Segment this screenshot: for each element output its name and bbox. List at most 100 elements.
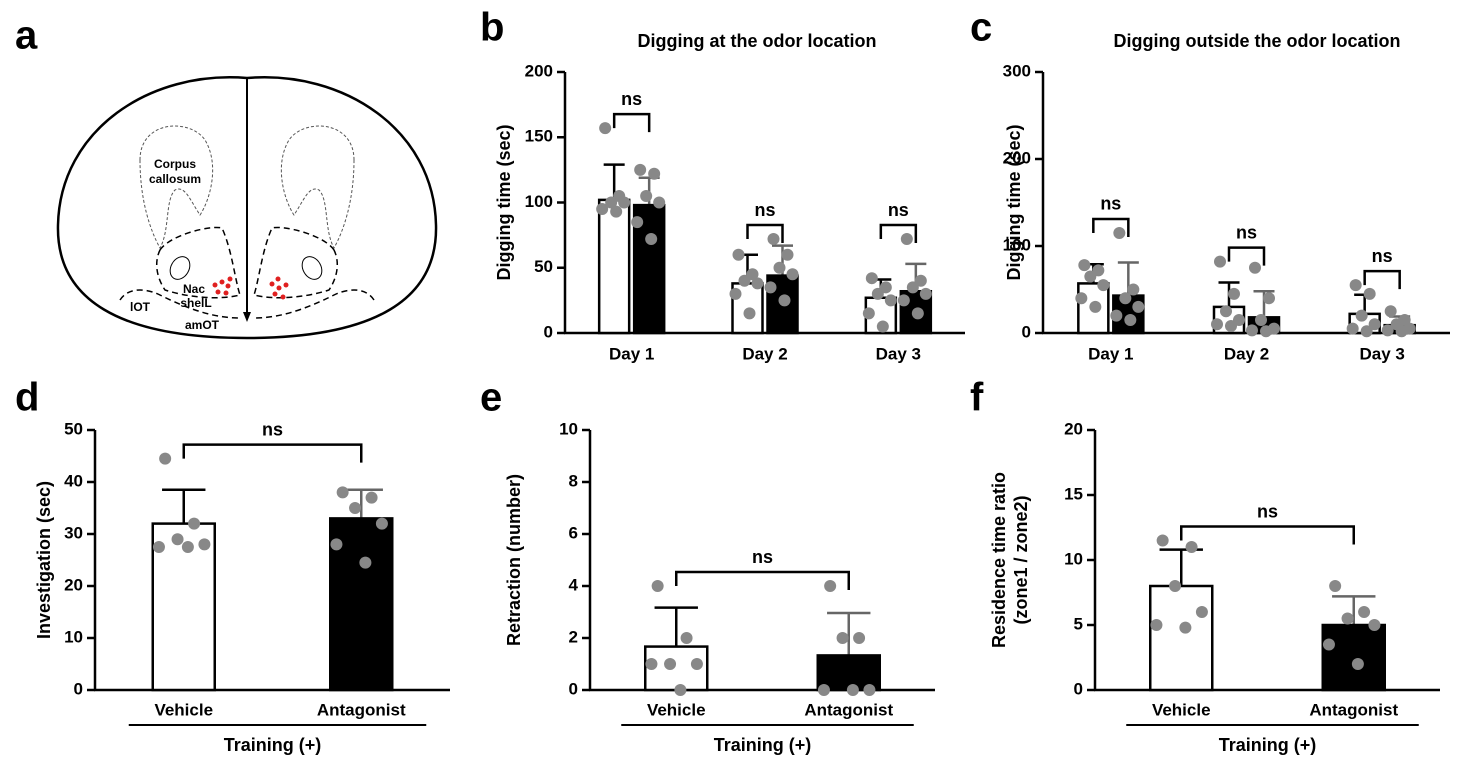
olfactory-tubercle-left	[119, 289, 241, 319]
annotation: ns	[621, 89, 642, 109]
nac-right	[253, 226, 339, 299]
data-point	[1349, 279, 1362, 292]
data-point	[645, 658, 658, 670]
panel-label: e	[480, 376, 502, 420]
label: Corpus	[154, 157, 196, 171]
y-axis-label: Investigation (sec)	[34, 481, 54, 639]
data-point	[1075, 292, 1088, 305]
data-point	[1156, 534, 1169, 547]
data-point	[674, 684, 687, 696]
x-axis-label: Training (+)	[1219, 735, 1317, 755]
significance-bracket	[1227, 246, 1266, 266]
data-point	[764, 281, 777, 294]
panel-label: b	[480, 6, 504, 50]
data-point	[1355, 309, 1368, 322]
injection-sites	[212, 276, 289, 300]
data-point	[171, 533, 184, 546]
panel-d: d Investigation (sec) 0 10 20 30 40 50 Vehicle An…	[15, 376, 450, 755]
olfactory-tubercle-right	[253, 289, 375, 319]
data-point	[336, 486, 349, 499]
significance-bracket	[746, 223, 784, 244]
y-tick-label: 150	[525, 127, 553, 146]
data-point	[781, 248, 794, 261]
data-point	[648, 167, 661, 180]
annotation: ns	[1236, 222, 1257, 242]
y-tick-label: 0	[1022, 322, 1031, 341]
data-point	[824, 580, 837, 592]
data-point	[1119, 292, 1132, 305]
data-point	[651, 580, 664, 592]
significance-bracket	[1363, 269, 1401, 290]
data-point	[198, 538, 211, 551]
data-point	[846, 684, 859, 696]
data-point	[862, 307, 875, 320]
x-tick-label: Day 1	[1088, 344, 1133, 363]
x-tick-label: Antagonist	[1309, 700, 1398, 719]
x-tick-label: Antagonist	[317, 700, 406, 719]
y-tick-label: 5	[1074, 614, 1083, 633]
data-point	[1381, 324, 1394, 337]
data-point	[181, 541, 194, 553]
data-point	[1255, 313, 1267, 326]
data-point	[1360, 325, 1373, 338]
y-axis-label: Digging time (sec)	[1004, 124, 1024, 280]
y-tick-label: 200	[1003, 148, 1031, 167]
annotation: ns	[1100, 194, 1121, 214]
data-point	[1214, 255, 1226, 268]
significance-bracket	[1092, 217, 1130, 237]
panel-label: d	[15, 376, 39, 420]
data-point	[159, 452, 172, 465]
x-axis-label: Training (+)	[224, 735, 322, 755]
data-point	[1228, 287, 1240, 300]
label: amOT	[185, 318, 220, 332]
y-tick-label: 50	[534, 257, 553, 276]
y-tick-label: 300	[1003, 61, 1031, 80]
panel-e: e Retraction (number) 0 2 4 6 8 10 Vehicle Antago…	[480, 376, 935, 755]
data-point	[1351, 658, 1364, 670]
data-point	[1329, 580, 1342, 592]
data-point	[1078, 259, 1091, 272]
data-point	[1395, 325, 1408, 338]
y-tick-label: 10	[1064, 549, 1083, 568]
data-point	[732, 248, 745, 261]
anterior-commissure-left	[169, 256, 191, 280]
significance-bracket	[1180, 525, 1355, 545]
corpus-callosum-right	[280, 125, 355, 250]
y-axis-label: Digging time (sec)	[494, 124, 514, 280]
x-tick-label: Vehicle	[647, 700, 706, 719]
data-point	[1263, 292, 1275, 305]
data-point	[1127, 283, 1140, 296]
corpus-callosum-left	[139, 125, 214, 250]
x-tick-label: Day 2	[1224, 344, 1269, 363]
annotation: ns	[754, 200, 775, 220]
data-point	[152, 541, 165, 553]
y-tick-label: 2	[569, 627, 578, 646]
data-point	[349, 502, 362, 514]
data-point	[817, 684, 830, 696]
x-axis-label: Training (+)	[714, 735, 812, 755]
bar	[597, 198, 631, 335]
significance-bracket	[612, 112, 651, 133]
annotation: ns	[1372, 246, 1393, 266]
data-point	[1132, 300, 1145, 313]
data-point	[773, 261, 786, 274]
chart-title: Digging outside the odor location	[1114, 31, 1401, 51]
data-point	[1150, 619, 1163, 631]
y-tick-label: 20	[1064, 419, 1083, 438]
annotation: ns	[888, 200, 909, 220]
data-point	[836, 632, 849, 644]
y-tick-label: 10	[64, 627, 83, 646]
data-point	[853, 632, 866, 644]
data-point	[1185, 541, 1198, 553]
significance-bracket	[879, 223, 918, 244]
data-point	[596, 203, 609, 216]
y-tick-label: 0	[544, 322, 553, 341]
data-point	[645, 233, 658, 246]
data-point	[359, 556, 372, 569]
data-point	[1368, 318, 1381, 331]
data-point	[1368, 619, 1381, 631]
data-point	[1124, 313, 1137, 326]
data-point	[863, 684, 876, 696]
data-point	[330, 538, 343, 551]
